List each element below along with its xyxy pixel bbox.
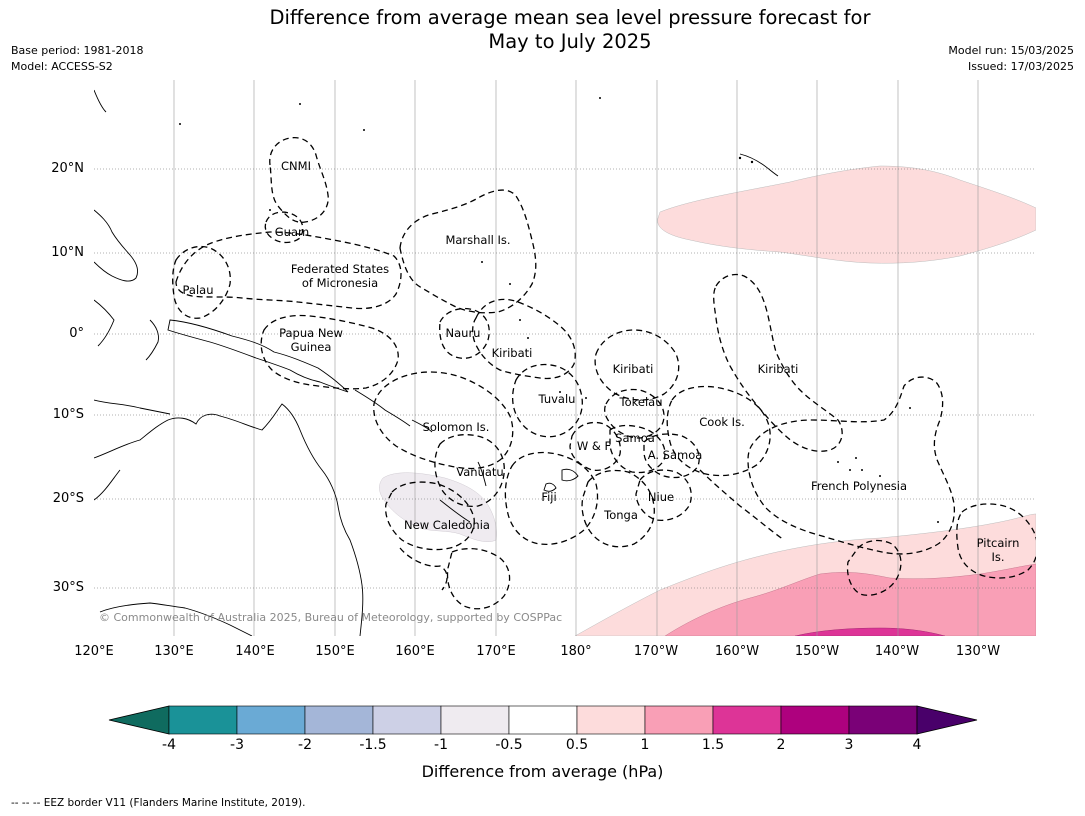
lon-label-160w: 160°W <box>714 644 760 659</box>
label-samoa: Samoa <box>615 431 655 445</box>
colorbar-segment <box>712 705 782 735</box>
issued-date: Issued: 17/03/2025 <box>967 60 1074 73</box>
lon-label-150e: 150°E <box>315 644 355 659</box>
map-title: Difference from average mean sea level p… <box>0 6 1085 54</box>
lon-label-120e: 120°E <box>74 644 114 659</box>
lon-label-130e: 130°E <box>154 644 194 659</box>
cb-tick-3: 3 <box>844 737 854 753</box>
lon-label-180: 180° <box>560 644 592 659</box>
lon-label-140e: 140°E <box>235 644 275 659</box>
base-period: Base period: 1981-2018 <box>11 44 144 57</box>
colorbar-segment <box>848 705 918 735</box>
lat-label-10n: 10°N <box>51 245 84 260</box>
label-pitcairn-1: Pitcairn <box>977 536 1020 550</box>
lat-label-20s: 20°S <box>52 491 84 506</box>
colorbar-extend-low <box>108 705 170 735</box>
label-nauru: Nauru <box>446 326 481 340</box>
colorbar-label: Difference from average (hPa) <box>421 762 664 781</box>
eez-borders <box>172 136 1036 610</box>
colorbar-segment <box>168 705 238 735</box>
label-wf: W & F <box>577 439 611 453</box>
colorbar-segment <box>508 705 578 735</box>
lon-label-170e: 170°E <box>476 644 516 659</box>
label-fiji: Fiji <box>541 490 556 504</box>
cb-tick-1-5: 1.5 <box>701 737 725 753</box>
meta-left: Base period: 1981-2018 Model: ACCESS-S2 <box>11 43 143 75</box>
colorbar-segment <box>644 705 714 735</box>
label-french-polynesia: French Polynesia <box>811 479 907 493</box>
lat-label-30s: 30°S <box>52 580 84 595</box>
grid-lines <box>173 80 979 636</box>
label-png-1: Papua New <box>279 326 343 340</box>
label-cnmi: CNMI <box>281 159 311 173</box>
cb-tick-2: 2 <box>776 737 786 753</box>
cb-tick-neg1-5: -1.5 <box>359 737 387 753</box>
label-palau: Palau <box>183 283 214 297</box>
cb-tick-neg4: -4 <box>162 737 176 753</box>
title-line-1: Difference from average mean sea level p… <box>269 6 871 29</box>
label-pitcairn-2: Is. <box>991 550 1004 564</box>
label-solomon: Solomon Is. <box>423 420 490 434</box>
colorbar-segment <box>576 705 646 735</box>
model-run: Model run: 15/03/2025 <box>948 44 1074 57</box>
label-fsm-1: Federated States <box>291 262 389 276</box>
label-niue: Niue <box>648 490 674 504</box>
colorbar-extend-high <box>916 705 978 735</box>
eez-legend-note: -- -- -- EEZ border V11 (Flanders Marine… <box>11 797 306 809</box>
cb-tick-1: 1 <box>640 737 650 753</box>
label-tonga: Tonga <box>603 508 638 522</box>
cb-tick-neg3: -3 <box>230 737 244 753</box>
lat-grid-lines <box>94 168 1036 589</box>
lat-label-20n: 20°N <box>51 161 84 176</box>
label-asamoa: A. Samoa <box>648 448 703 462</box>
colorbar-segment <box>372 705 442 735</box>
lon-label-160e: 160°E <box>395 644 435 659</box>
meta-right: Model run: 15/03/2025 Issued: 17/03/2025 <box>948 43 1074 75</box>
anomaly-south-magenta <box>794 627 946 636</box>
colorbar-segment <box>780 705 850 735</box>
anomaly-south-pink <box>664 563 1036 636</box>
lon-label-130w: 130°W <box>955 644 1001 659</box>
colorbar-segment <box>236 705 306 735</box>
cb-tick-neg1: -1 <box>434 737 448 753</box>
label-kiribati-east: Kiribati <box>758 362 799 376</box>
label-tuvalu: Tuvalu <box>538 392 576 406</box>
label-marshall: Marshall Is. <box>445 233 510 247</box>
label-kiribati-west: Kiribati <box>492 346 533 360</box>
title-line-2: May to July 2025 <box>488 30 652 53</box>
anomaly-north-pink <box>657 165 1036 264</box>
label-png-2: Guinea <box>291 340 332 354</box>
cb-tick-4: 4 <box>912 737 922 753</box>
lon-label-140w: 140°W <box>874 644 920 659</box>
colorbar-segment <box>304 705 374 735</box>
label-tokelau: Tokelau <box>619 395 663 409</box>
label-kiribati-central: Kiribati <box>613 362 654 376</box>
lon-label-150w: 150°W <box>794 644 840 659</box>
label-fsm-2: of Micronesia <box>302 276 378 290</box>
label-guam: Guam <box>275 225 309 239</box>
lat-label-0: 0° <box>69 326 84 341</box>
lat-label-10s: 10°S <box>52 407 84 422</box>
coastlines <box>94 89 779 636</box>
label-vanuatu: Vanuatu <box>456 465 503 479</box>
colorbar <box>108 705 978 735</box>
copyright-notice: © Commonwealth of Australia 2025, Bureau… <box>99 611 562 624</box>
cb-tick-neg2: -2 <box>298 737 312 753</box>
cb-tick-0-5: 0.5 <box>565 737 589 753</box>
small-islands <box>179 97 939 523</box>
model-name: Model: ACCESS-S2 <box>11 60 113 73</box>
cb-tick-neg0-5: -0.5 <box>495 737 523 753</box>
label-new-caledonia: New Caledonia <box>404 518 490 532</box>
label-cook: Cook Is. <box>699 415 744 429</box>
lon-label-170w: 170°W <box>633 644 679 659</box>
colorbar-segment <box>440 705 510 735</box>
